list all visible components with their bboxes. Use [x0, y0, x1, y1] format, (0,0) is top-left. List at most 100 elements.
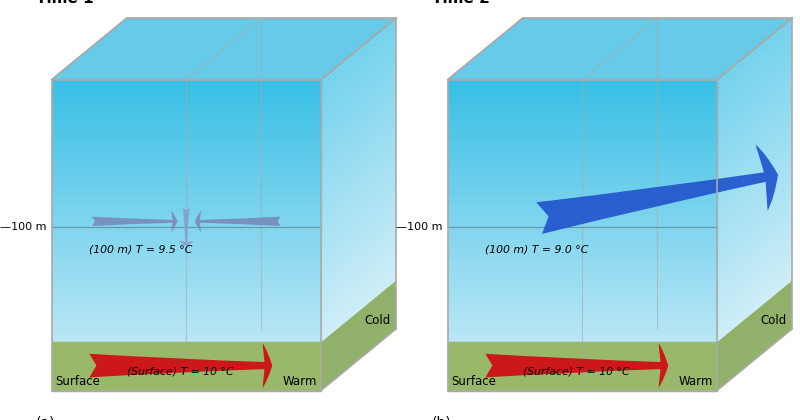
Bar — [447, 130, 717, 134]
Polygon shape — [717, 103, 792, 169]
Bar — [447, 258, 717, 262]
Bar — [447, 91, 717, 95]
Polygon shape — [321, 29, 396, 95]
Polygon shape — [321, 228, 396, 294]
Bar — [447, 368, 717, 371]
Bar — [447, 301, 717, 305]
Polygon shape — [321, 119, 396, 185]
Bar — [447, 379, 717, 383]
Polygon shape — [321, 220, 396, 286]
Bar — [447, 165, 717, 169]
Bar — [51, 154, 321, 158]
Bar — [51, 375, 321, 379]
Bar — [51, 309, 321, 313]
Polygon shape — [717, 34, 792, 99]
Text: Surface: Surface — [55, 375, 100, 389]
Polygon shape — [717, 108, 792, 173]
Bar — [447, 208, 717, 212]
Bar — [447, 255, 717, 258]
Polygon shape — [717, 165, 792, 231]
Polygon shape — [321, 281, 396, 391]
Polygon shape — [717, 37, 792, 103]
Text: (100 m) T = 9.0 °C: (100 m) T = 9.0 °C — [486, 244, 589, 254]
Polygon shape — [321, 251, 396, 317]
Bar — [447, 305, 717, 309]
Bar — [447, 356, 717, 360]
Bar — [51, 181, 321, 185]
Polygon shape — [717, 298, 792, 363]
Bar — [447, 161, 717, 165]
Text: (100 m) T = 9.5 °C: (100 m) T = 9.5 °C — [90, 244, 193, 254]
Bar — [51, 371, 321, 375]
Polygon shape — [717, 185, 792, 251]
Polygon shape — [321, 26, 396, 91]
Polygon shape — [717, 267, 792, 332]
Polygon shape — [717, 68, 792, 134]
Bar — [51, 247, 321, 251]
Polygon shape — [321, 278, 396, 344]
Bar — [51, 243, 321, 247]
Polygon shape — [717, 45, 792, 111]
Polygon shape — [321, 173, 396, 239]
Polygon shape — [321, 216, 396, 282]
Polygon shape — [321, 185, 396, 251]
Bar — [447, 266, 717, 270]
Bar — [51, 142, 321, 146]
Bar — [51, 255, 321, 258]
Bar — [51, 95, 321, 99]
Bar — [447, 212, 717, 216]
Bar — [51, 305, 321, 309]
Bar — [51, 177, 321, 181]
Polygon shape — [321, 286, 396, 352]
Bar — [447, 169, 717, 173]
Bar — [51, 208, 321, 212]
Polygon shape — [717, 22, 792, 87]
Polygon shape — [321, 131, 396, 196]
Bar — [447, 344, 717, 348]
Bar — [447, 142, 717, 146]
Bar — [51, 274, 321, 278]
Bar — [51, 185, 321, 189]
Bar — [51, 192, 321, 196]
Polygon shape — [717, 201, 792, 266]
Bar — [51, 363, 321, 368]
Polygon shape — [447, 18, 792, 80]
Polygon shape — [717, 232, 792, 297]
Bar — [51, 251, 321, 255]
Polygon shape — [321, 282, 396, 348]
Polygon shape — [717, 181, 792, 247]
Polygon shape — [717, 286, 792, 352]
Bar — [447, 99, 717, 103]
Polygon shape — [717, 321, 792, 387]
Polygon shape — [717, 80, 792, 146]
Polygon shape — [321, 201, 396, 266]
Bar — [51, 169, 321, 173]
Bar — [447, 134, 717, 138]
Polygon shape — [717, 220, 792, 286]
Polygon shape — [321, 76, 396, 142]
Bar — [51, 332, 321, 336]
Polygon shape — [321, 290, 396, 356]
Text: Time 2: Time 2 — [432, 0, 490, 6]
Bar — [447, 235, 717, 239]
Polygon shape — [321, 243, 396, 309]
Bar — [447, 150, 717, 154]
Polygon shape — [321, 111, 396, 177]
Text: Cold: Cold — [760, 314, 786, 327]
Polygon shape — [321, 103, 396, 169]
Bar — [51, 158, 321, 161]
Bar — [447, 325, 717, 328]
Polygon shape — [321, 224, 396, 289]
Polygon shape — [717, 290, 792, 356]
Bar — [447, 103, 717, 107]
Polygon shape — [321, 18, 396, 84]
Polygon shape — [321, 212, 396, 278]
Text: Surface: Surface — [451, 375, 496, 389]
Bar — [51, 165, 321, 169]
Bar — [51, 220, 321, 223]
Bar — [447, 348, 717, 352]
Bar — [51, 342, 321, 391]
Polygon shape — [321, 84, 396, 150]
Polygon shape — [321, 170, 396, 235]
Bar — [51, 99, 321, 103]
